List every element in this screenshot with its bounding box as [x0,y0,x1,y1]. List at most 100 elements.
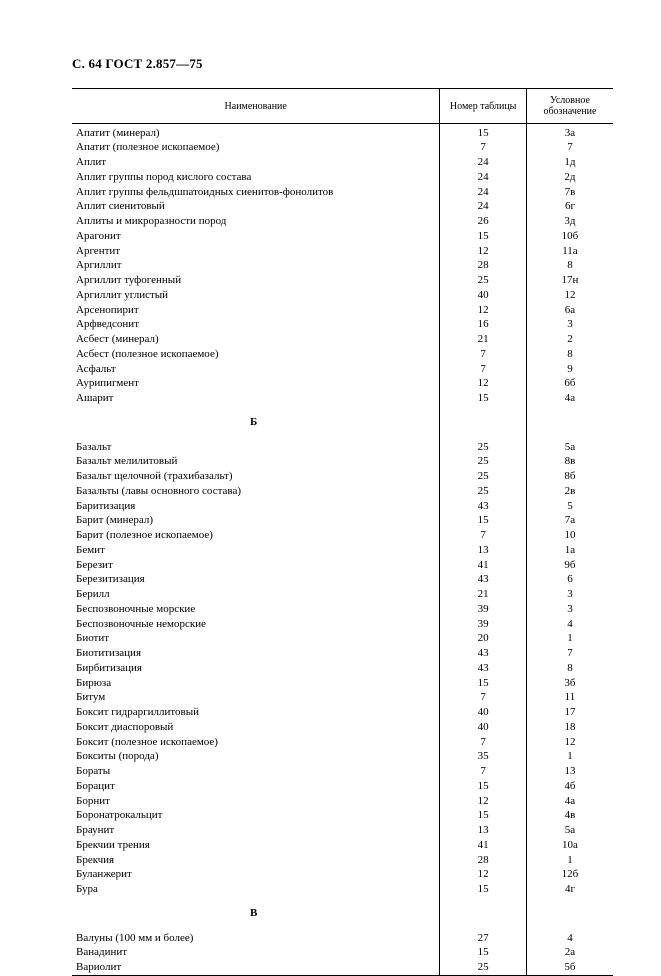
table-row: Апатит (минерал)153а [72,126,613,141]
table-row: Базальт щелочной (трахибазальт)258б [72,470,613,485]
entry-symbol: 10б [526,229,613,244]
entry-symbol: 3 [526,588,613,603]
entry-symbol: 9б [526,558,613,573]
entry-table-number: 15 [440,126,527,141]
entry-name: Барит (минерал) [72,514,440,529]
table-row: Аргиллит углистый4012 [72,288,613,303]
entry-symbol: 6а [526,303,613,318]
entry-name: Бура [72,883,440,898]
entry-name: Ашарит [72,392,440,407]
entry-symbol: 1д [526,156,613,171]
entry-name: Буланжерит [72,868,440,883]
entry-symbol: 12 [526,735,613,750]
table-row: Бемит131а [72,543,613,558]
table-row: Боксит диаспоровый4018 [72,720,613,735]
entry-table-number: 25 [440,961,527,976]
table-row: Асбест (полезное ископаемое)78 [72,347,613,362]
entry-symbol: 1 [526,632,613,647]
table-row: Бокситы (порода)351 [72,750,613,765]
entry-symbol: 5б [526,961,613,976]
section-spacer [440,897,527,931]
table-row: Арфведсонит163 [72,318,613,333]
entry-table-number: 41 [440,838,527,853]
entry-symbol: 4 [526,617,613,632]
entry-table-number: 39 [440,602,527,617]
entry-table-number: 24 [440,170,527,185]
entry-symbol: 11 [526,691,613,706]
entry-symbol: 2д [526,170,613,185]
entry-table-number: 43 [440,661,527,676]
entry-table-number: 40 [440,706,527,721]
col-header-name: Наименование [72,89,440,124]
table-row: Базальт255а [72,440,613,455]
entry-name: Борацит [72,779,440,794]
entry-table-number: 7 [440,691,527,706]
entry-table-number: 15 [440,514,527,529]
entry-symbol: 2в [526,484,613,499]
table-row: Бирюза153б [72,676,613,691]
entry-symbol: 9 [526,362,613,377]
entry-symbol: 7 [526,647,613,662]
entry-table-number: 21 [440,333,527,348]
entry-table-number: 7 [440,735,527,750]
table-row: Базальты (лавы основного состава)252в [72,484,613,499]
entry-name: Базальты (лавы основного состава) [72,484,440,499]
entry-symbol: 10 [526,529,613,544]
entry-name: Бораты [72,765,440,780]
entry-symbol: 3д [526,215,613,230]
entry-symbol: 8в [526,455,613,470]
table-row: Баритизация435 [72,499,613,514]
entry-name: Аурипигмент [72,377,440,392]
entry-table-number: 25 [440,470,527,485]
table-row: Борнит124а [72,794,613,809]
entry-table-number: 39 [440,617,527,632]
entry-symbol: 18 [526,720,613,735]
entry-symbol: 2 [526,333,613,348]
entry-name: Аплит [72,156,440,171]
entry-name: Беспозвоночные неморские [72,617,440,632]
entry-symbol: 8 [526,661,613,676]
entry-name: Брекчия [72,853,440,868]
entry-symbol: 3а [526,126,613,141]
table-row: Аргентит1211а [72,244,613,259]
entry-name: Аргиллит [72,259,440,274]
entry-name: Базальт щелочной (трахибазальт) [72,470,440,485]
entry-name: Аргентит [72,244,440,259]
table-row: Асбест (минерал)212 [72,333,613,348]
entry-name: Беспозвоночные морские [72,602,440,617]
entry-symbol: 4а [526,392,613,407]
table-row: Борацит154б [72,779,613,794]
entry-name: Барит (полезное ископаемое) [72,529,440,544]
table-row: Барит (полезное ископаемое)710 [72,529,613,544]
entry-name: Базальт [72,440,440,455]
entry-symbol: 17н [526,274,613,289]
table-row: Валуны (100 мм и более)274 [72,931,613,946]
entry-table-number: 25 [440,274,527,289]
entry-table-number: 16 [440,318,527,333]
entry-name: Боксит гидраргиллитовый [72,706,440,721]
entry-table-number: 40 [440,720,527,735]
table-row: Бура154г [72,883,613,898]
entry-symbol: 8б [526,470,613,485]
entry-symbol: 5а [526,824,613,839]
index-table: Наименование Номер таблицы Условное обоз… [72,88,613,976]
entry-table-number: 12 [440,377,527,392]
table-row: Березитизация436 [72,573,613,588]
entry-symbol: 6б [526,377,613,392]
page: С. 64 ГОСТ 2.857—75 Наименование Номер т… [0,0,661,936]
table-row: Аплит группы пород кислого состава242д [72,170,613,185]
table-row: Аплит группы фельдшпатоидных сиенитов-фо… [72,185,613,200]
entry-table-number: 12 [440,794,527,809]
table-row: Буланжерит1212б [72,868,613,883]
table-row: Аплиты и микроразности пород263д [72,215,613,230]
entry-name: Валуны (100 мм и более) [72,931,440,946]
table-row: Вариолит255б [72,961,613,976]
entry-table-number: 43 [440,647,527,662]
entry-table-number: 25 [440,484,527,499]
entry-table-number: 12 [440,303,527,318]
entry-symbol: 12 [526,288,613,303]
entry-symbol: 4б [526,779,613,794]
entry-name: Биотитизация [72,647,440,662]
col-header-symbol: Условное обозначение [526,89,613,124]
entry-symbol: 4 [526,931,613,946]
